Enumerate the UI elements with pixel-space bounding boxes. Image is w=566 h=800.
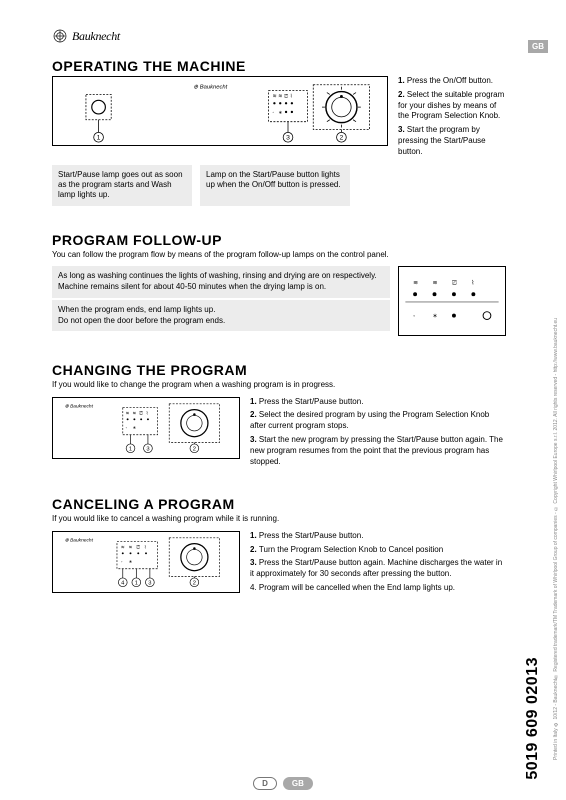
step2: Turn the Program Selection Knob to Cance…: [259, 545, 443, 554]
changing-panel-diagram: ⊕ Bauknecht ≋≋⎚⌇ ◦∗ 1 3: [52, 397, 240, 459]
svg-text:≋: ≋: [121, 544, 125, 549]
step-text: 4. Program will be cancelled when the En…: [250, 583, 506, 594]
step1: Press the Start/Pause button.: [259, 531, 364, 540]
svg-text:⌇: ⌇: [290, 93, 292, 99]
note-box: When the program ends, end lamp lights u…: [52, 300, 390, 332]
note-box: As long as washing continues the lights …: [52, 266, 390, 298]
step3: Start the program by pressing the Start/…: [398, 125, 486, 156]
svg-text:1: 1: [97, 135, 101, 142]
svg-text:2: 2: [340, 135, 344, 142]
section-title-changing: CHANGING THE PROGRAM: [52, 362, 506, 378]
operating-panel-diagram: ⊕ Bauknecht 1 ≋≋⎚⌇ ◦∗ 3: [52, 76, 388, 146]
svg-text:∗: ∗: [129, 559, 133, 564]
svg-text:1: 1: [135, 580, 138, 586]
step3: Start the new program by pressing the St…: [250, 435, 503, 466]
step1: Press the Start/Pause button.: [259, 397, 364, 406]
step2: Select the desired program by using the …: [250, 410, 489, 430]
svg-text:⎚: ⎚: [136, 544, 140, 549]
section-title-canceling: CANCELING A PROGRAM: [52, 496, 506, 512]
svg-text:◦: ◦: [121, 559, 123, 564]
svg-text:◦: ◦: [413, 314, 415, 320]
svg-text:2: 2: [193, 446, 196, 452]
svg-text:1: 1: [129, 446, 132, 452]
svg-text:≋: ≋: [278, 93, 282, 99]
svg-text:◦: ◦: [126, 424, 128, 429]
svg-text:⊕ Bauknecht: ⊕ Bauknecht: [65, 537, 94, 543]
svg-text:⌇: ⌇: [144, 544, 146, 549]
step-text: 2. Select the suitable program for your …: [398, 90, 506, 122]
svg-text:3: 3: [148, 580, 151, 586]
section-title-followup: PROGRAM FOLLOW-UP: [52, 232, 506, 248]
svg-text:⎚: ⎚: [139, 410, 143, 415]
svg-text:≋: ≋: [129, 544, 133, 549]
section-intro: You can follow the program flow by means…: [52, 250, 506, 260]
svg-text:≋: ≋: [413, 281, 418, 287]
step1: Press the On/Off button.: [407, 76, 493, 85]
svg-text:2: 2: [193, 580, 196, 586]
lang-pill-gb: GB: [283, 777, 313, 790]
brand-name: Bauknecht: [72, 29, 120, 44]
step2: Select the suitable program for your dis…: [398, 90, 504, 121]
svg-text:3: 3: [286, 135, 290, 142]
canceling-panel-diagram: ⊕ Bauknecht ≋≋⎚⌇ ◦∗ 4 1 3: [52, 531, 240, 593]
svg-text:≋: ≋: [433, 281, 438, 287]
note-box: Start/Pause lamp goes out as soon as the…: [52, 165, 192, 206]
section-intro: If you would like to cancel a washing pr…: [52, 514, 506, 524]
brand-logo: Bauknecht: [52, 28, 506, 44]
svg-text:⊕ Bauknecht: ⊕ Bauknecht: [193, 85, 227, 91]
step-text: 1. Press the Start/Pause button.: [250, 531, 506, 542]
svg-text:∗: ∗: [433, 314, 438, 320]
section-intro: If you would like to change the program …: [52, 380, 506, 390]
svg-text:≋: ≋: [272, 93, 276, 99]
svg-text:3: 3: [146, 446, 149, 452]
svg-text:≋: ≋: [126, 410, 130, 415]
svg-text:⌇: ⌇: [146, 410, 148, 415]
section-title-operating: OPERATING THE MACHINE: [52, 58, 506, 74]
lang-pill-d: D: [253, 777, 277, 790]
svg-text:⊕ Bauknecht: ⊕ Bauknecht: [65, 403, 94, 409]
svg-text:⎚: ⎚: [284, 93, 288, 99]
side-copyright: Printed in Italy ♻ 10/12 - Bauknecht® Re…: [549, 80, 563, 760]
svg-text:◦: ◦: [272, 111, 274, 116]
svg-text:⌇: ⌇: [471, 280, 474, 287]
svg-text:≋: ≋: [132, 410, 136, 415]
svg-text:⎚: ⎚: [452, 281, 457, 287]
step-text: 3. Press the Start/Pause button again. M…: [250, 558, 506, 580]
brand-icon: [52, 28, 68, 44]
step-text: 1. Press the On/Off button.: [398, 76, 506, 87]
svg-text:∗: ∗: [278, 110, 282, 116]
footer-language-pills: D GB: [0, 777, 566, 790]
note-box: Lamp on the Start/Pause button lights up…: [200, 165, 350, 206]
step3: Press the Start/Pause button again. Mach…: [250, 558, 502, 578]
step-text: 1. Press the Start/Pause button.: [250, 397, 506, 408]
step-text: 3. Start the new program by pressing the…: [250, 435, 506, 467]
followup-panel-diagram: ≋ ≋ ⎚ ⌇ ◦ ∗: [398, 266, 506, 336]
document-number: 5019 609 02013: [524, 657, 542, 780]
step-text: 2. Select the desired program by using t…: [250, 410, 506, 432]
step-text: 2. Turn the Program Selection Knob to Ca…: [250, 545, 506, 556]
language-badge: GB: [528, 40, 548, 53]
svg-text:∗: ∗: [132, 424, 136, 429]
step-text: 3. Start the program by pressing the Sta…: [398, 125, 506, 157]
